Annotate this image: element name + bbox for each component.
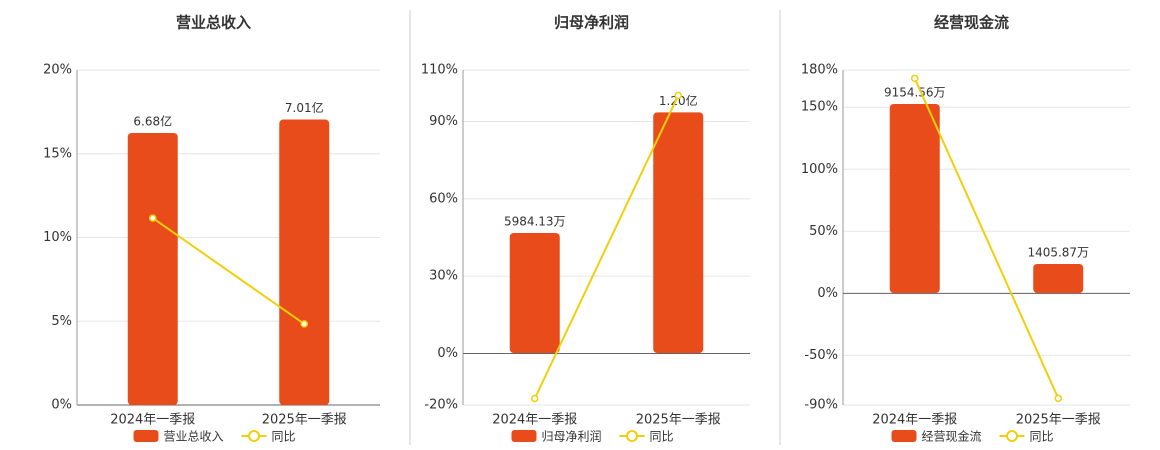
y-tick-label: 180% — [801, 63, 838, 78]
legend-swatch — [133, 430, 159, 442]
bar — [889, 104, 940, 294]
legend-swatch — [511, 430, 537, 442]
y-tick-label: 60% — [429, 191, 458, 206]
bar — [653, 112, 704, 354]
y-tick-label: 150% — [801, 100, 838, 115]
y-tick-label: 10% — [43, 230, 72, 245]
y-tick-label: 0% — [51, 398, 72, 413]
y-tick-label: 90% — [429, 114, 458, 129]
data-label: 1405.87万 — [1027, 245, 1089, 259]
legend-label: 同比 — [272, 430, 296, 444]
x-tick-label: 2024年一季报 — [872, 413, 957, 428]
y-tick-label: 50% — [809, 224, 838, 239]
bar — [1033, 263, 1084, 294]
y-tick-label: 0% — [437, 346, 458, 361]
y-tick-label: -20% — [424, 398, 458, 413]
x-tick-label: 2025年一季报 — [636, 413, 721, 428]
y-tick-label: -90% — [804, 398, 838, 413]
line — [913, 77, 1060, 399]
y-tick-label: 5% — [51, 314, 72, 329]
bar — [509, 233, 560, 354]
line-point — [531, 394, 539, 403]
line-point — [300, 320, 308, 328]
y-tick-label: 20% — [43, 63, 72, 78]
x-tick-label: 2024年一季报 — [492, 413, 577, 428]
x-tick-label: 2025年一季报 — [262, 413, 347, 428]
line-point — [1054, 394, 1062, 403]
line-point — [149, 214, 157, 222]
x-tick-label: 2024年一季报 — [110, 413, 195, 428]
chart-title: 归母净利润 — [554, 14, 629, 32]
data-label: 7.01亿 — [285, 100, 324, 115]
legend-swatch — [1006, 430, 1019, 442]
legend-swatch — [248, 430, 261, 442]
chart-title: 营业总收入 — [176, 14, 251, 32]
legend-label: 归母净利润 — [542, 430, 602, 444]
legend-label: 同比 — [650, 430, 674, 444]
y-tick-label: 30% — [429, 269, 458, 284]
y-tick-label: 15% — [43, 146, 72, 161]
data-label: 1.20亿 — [659, 93, 698, 108]
legend-swatch — [626, 430, 639, 442]
legend-label: 营业总收入 — [164, 430, 224, 444]
bar — [279, 119, 330, 406]
y-tick-label: -50% — [804, 348, 838, 363]
data-label: 9154.56万 — [884, 86, 946, 100]
legend-label: 经营现金流 — [922, 429, 982, 444]
y-tick-label: 100% — [801, 162, 838, 177]
x-tick-label: 2025年一季报 — [1016, 413, 1101, 428]
data-label: 6.68亿 — [133, 113, 172, 128]
line — [533, 95, 680, 399]
legend-swatch — [891, 430, 917, 442]
line-point — [911, 74, 919, 83]
y-tick-label: 110% — [421, 63, 458, 78]
bar — [127, 132, 178, 405]
line-point — [674, 91, 682, 100]
line — [152, 217, 305, 325]
data-label: 5984.13万 — [504, 215, 566, 229]
legend-label: 同比 — [1030, 430, 1054, 444]
chart-title: 经营现金流 — [934, 14, 1009, 32]
y-tick-label: 0% — [817, 286, 838, 301]
